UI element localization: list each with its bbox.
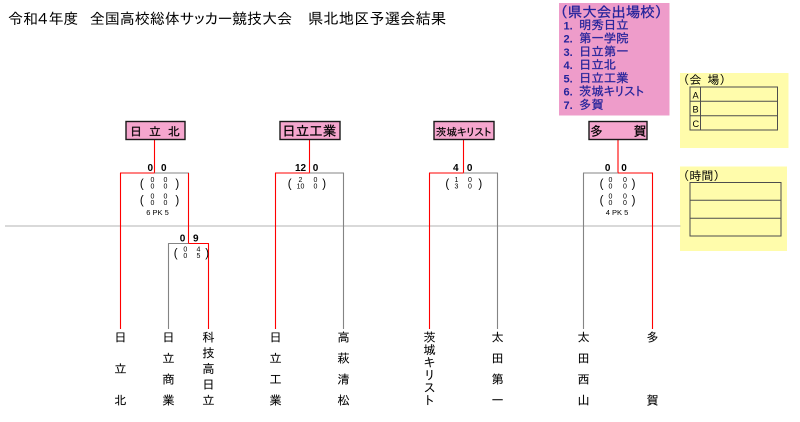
svg-text:0: 0: [605, 163, 611, 174]
svg-text:0: 0: [183, 253, 187, 260]
svg-text:0: 0: [151, 177, 155, 184]
svg-text:): ): [322, 179, 326, 191]
svg-text:0: 0: [609, 194, 613, 201]
svg-text:): ): [478, 179, 482, 191]
svg-text:0: 0: [164, 184, 168, 191]
svg-text:0: 0: [468, 184, 472, 191]
svg-text:0: 0: [467, 163, 473, 174]
svg-text:2.: 2.: [564, 34, 573, 46]
svg-text:1: 1: [455, 177, 459, 184]
svg-text:(: (: [600, 195, 604, 207]
svg-text:0: 0: [164, 194, 168, 201]
svg-text:(: (: [140, 179, 144, 191]
svg-text:): ): [175, 195, 179, 207]
svg-text:(: (: [140, 195, 144, 207]
svg-text:(: (: [288, 179, 292, 191]
svg-text:0: 0: [151, 200, 155, 207]
svg-text:0: 0: [609, 184, 613, 191]
svg-text:3: 3: [455, 184, 459, 191]
svg-text:A: A: [693, 90, 700, 100]
svg-text:0: 0: [609, 177, 613, 184]
svg-text:0: 0: [621, 163, 627, 174]
svg-text:0: 0: [623, 184, 627, 191]
svg-text:4: 4: [197, 247, 201, 254]
svg-text:7.: 7.: [564, 100, 573, 112]
svg-text:): ): [632, 179, 636, 191]
svg-text:0: 0: [623, 194, 627, 201]
svg-text:): ): [205, 248, 209, 260]
svg-text:0: 0: [623, 177, 627, 184]
svg-text:0: 0: [183, 247, 187, 254]
svg-text:0: 0: [609, 200, 613, 207]
svg-text:): ): [175, 179, 179, 191]
svg-text:0: 0: [164, 177, 168, 184]
svg-text:B: B: [693, 105, 699, 115]
svg-text:): ): [632, 195, 636, 207]
svg-text:0: 0: [161, 163, 167, 174]
svg-text:(: (: [174, 248, 178, 260]
svg-text:(: (: [445, 179, 449, 191]
svg-text:2: 2: [299, 177, 303, 184]
svg-text:0: 0: [151, 194, 155, 201]
svg-text:4.: 4.: [564, 60, 573, 72]
svg-text:6.: 6.: [564, 87, 573, 99]
svg-text:12: 12: [295, 163, 307, 174]
svg-text:0: 0: [623, 200, 627, 207]
svg-text:C: C: [693, 119, 700, 129]
svg-text:5: 5: [197, 253, 201, 260]
svg-text:0: 0: [151, 184, 155, 191]
svg-text:0: 0: [180, 234, 186, 245]
svg-text:3.: 3.: [564, 47, 573, 59]
svg-text:4 PK 5: 4 PK 5: [606, 208, 629, 217]
svg-text:0: 0: [148, 163, 154, 174]
svg-text:5.: 5.: [564, 73, 573, 85]
svg-text:9: 9: [193, 234, 199, 245]
svg-text:1.: 1.: [564, 20, 573, 32]
svg-text:10: 10: [297, 184, 305, 191]
svg-text:6 PK 5: 6 PK 5: [146, 208, 169, 217]
svg-text:(: (: [600, 179, 604, 191]
svg-text:0: 0: [164, 200, 168, 207]
svg-text:4: 4: [453, 163, 459, 174]
svg-text:0: 0: [313, 163, 319, 174]
svg-text:0: 0: [314, 184, 318, 191]
svg-text:0: 0: [314, 177, 318, 184]
svg-text:0: 0: [468, 177, 472, 184]
